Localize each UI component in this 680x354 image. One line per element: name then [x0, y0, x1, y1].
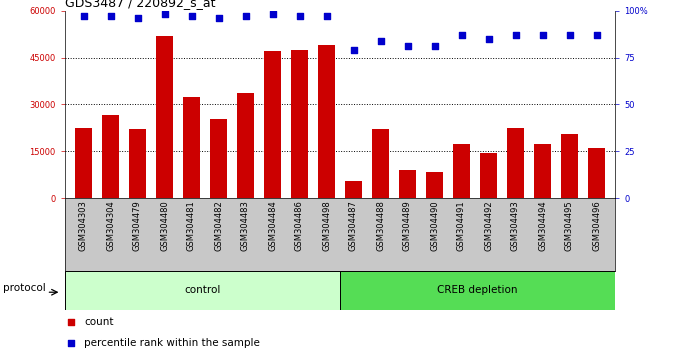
Text: protocol: protocol: [3, 283, 46, 293]
Text: GSM304481: GSM304481: [187, 200, 196, 251]
Text: GSM304498: GSM304498: [322, 200, 331, 251]
Bar: [318, 45, 335, 198]
Text: GSM304490: GSM304490: [430, 200, 439, 251]
Text: GSM304489: GSM304489: [403, 200, 412, 251]
Bar: [209, 119, 227, 198]
Point: [402, 44, 413, 49]
Text: GSM304303: GSM304303: [79, 200, 88, 251]
Bar: [102, 115, 119, 198]
Bar: [291, 50, 308, 198]
Point: [267, 12, 278, 17]
Point: [159, 12, 170, 17]
Point: [66, 340, 77, 346]
Bar: [426, 172, 443, 198]
Text: GSM304492: GSM304492: [484, 200, 493, 251]
Bar: [453, 143, 471, 198]
Bar: [398, 170, 416, 198]
Bar: [65, 271, 340, 310]
Bar: [561, 134, 578, 198]
Text: GSM304487: GSM304487: [349, 200, 358, 251]
Text: GSM304488: GSM304488: [376, 200, 385, 251]
Point: [348, 47, 359, 53]
Bar: [129, 130, 146, 198]
Point: [294, 13, 305, 19]
Text: GSM304482: GSM304482: [214, 200, 223, 251]
Bar: [372, 130, 389, 198]
Text: GSM304304: GSM304304: [106, 200, 115, 251]
Text: GSM304493: GSM304493: [511, 200, 520, 251]
Bar: [340, 271, 615, 310]
Point: [240, 13, 251, 19]
Text: GSM304494: GSM304494: [538, 200, 547, 251]
Point: [429, 44, 440, 49]
Bar: [237, 93, 254, 198]
Text: GSM304484: GSM304484: [268, 200, 277, 251]
Point: [321, 13, 332, 19]
Bar: [183, 97, 201, 198]
Text: GSM304486: GSM304486: [295, 200, 304, 251]
Point: [105, 13, 116, 19]
Bar: [345, 181, 362, 198]
Point: [66, 319, 77, 325]
Bar: [507, 128, 524, 198]
Point: [483, 36, 494, 42]
Text: GDS3487 / 220892_s_at: GDS3487 / 220892_s_at: [65, 0, 215, 10]
Point: [375, 38, 386, 44]
Point: [186, 13, 197, 19]
Bar: [588, 148, 605, 198]
Bar: [479, 153, 497, 198]
Bar: [156, 36, 173, 198]
Point: [132, 15, 143, 21]
Text: percentile rank within the sample: percentile rank within the sample: [84, 338, 260, 348]
Text: GSM304480: GSM304480: [160, 200, 169, 251]
Text: GSM304483: GSM304483: [241, 200, 250, 251]
Text: count: count: [84, 317, 114, 327]
Point: [564, 32, 575, 38]
Point: [537, 32, 548, 38]
Point: [591, 32, 602, 38]
Bar: [264, 51, 282, 198]
Point: [78, 13, 89, 19]
Text: control: control: [184, 285, 220, 295]
Bar: [75, 128, 92, 198]
Point: [456, 32, 467, 38]
Text: GSM304496: GSM304496: [592, 200, 601, 251]
Text: GSM304479: GSM304479: [133, 200, 142, 251]
Bar: [534, 143, 551, 198]
Text: GSM304491: GSM304491: [457, 200, 466, 251]
Text: GSM304495: GSM304495: [565, 200, 574, 251]
Point: [510, 32, 521, 38]
Text: CREB depletion: CREB depletion: [437, 285, 518, 295]
Point: [213, 15, 224, 21]
